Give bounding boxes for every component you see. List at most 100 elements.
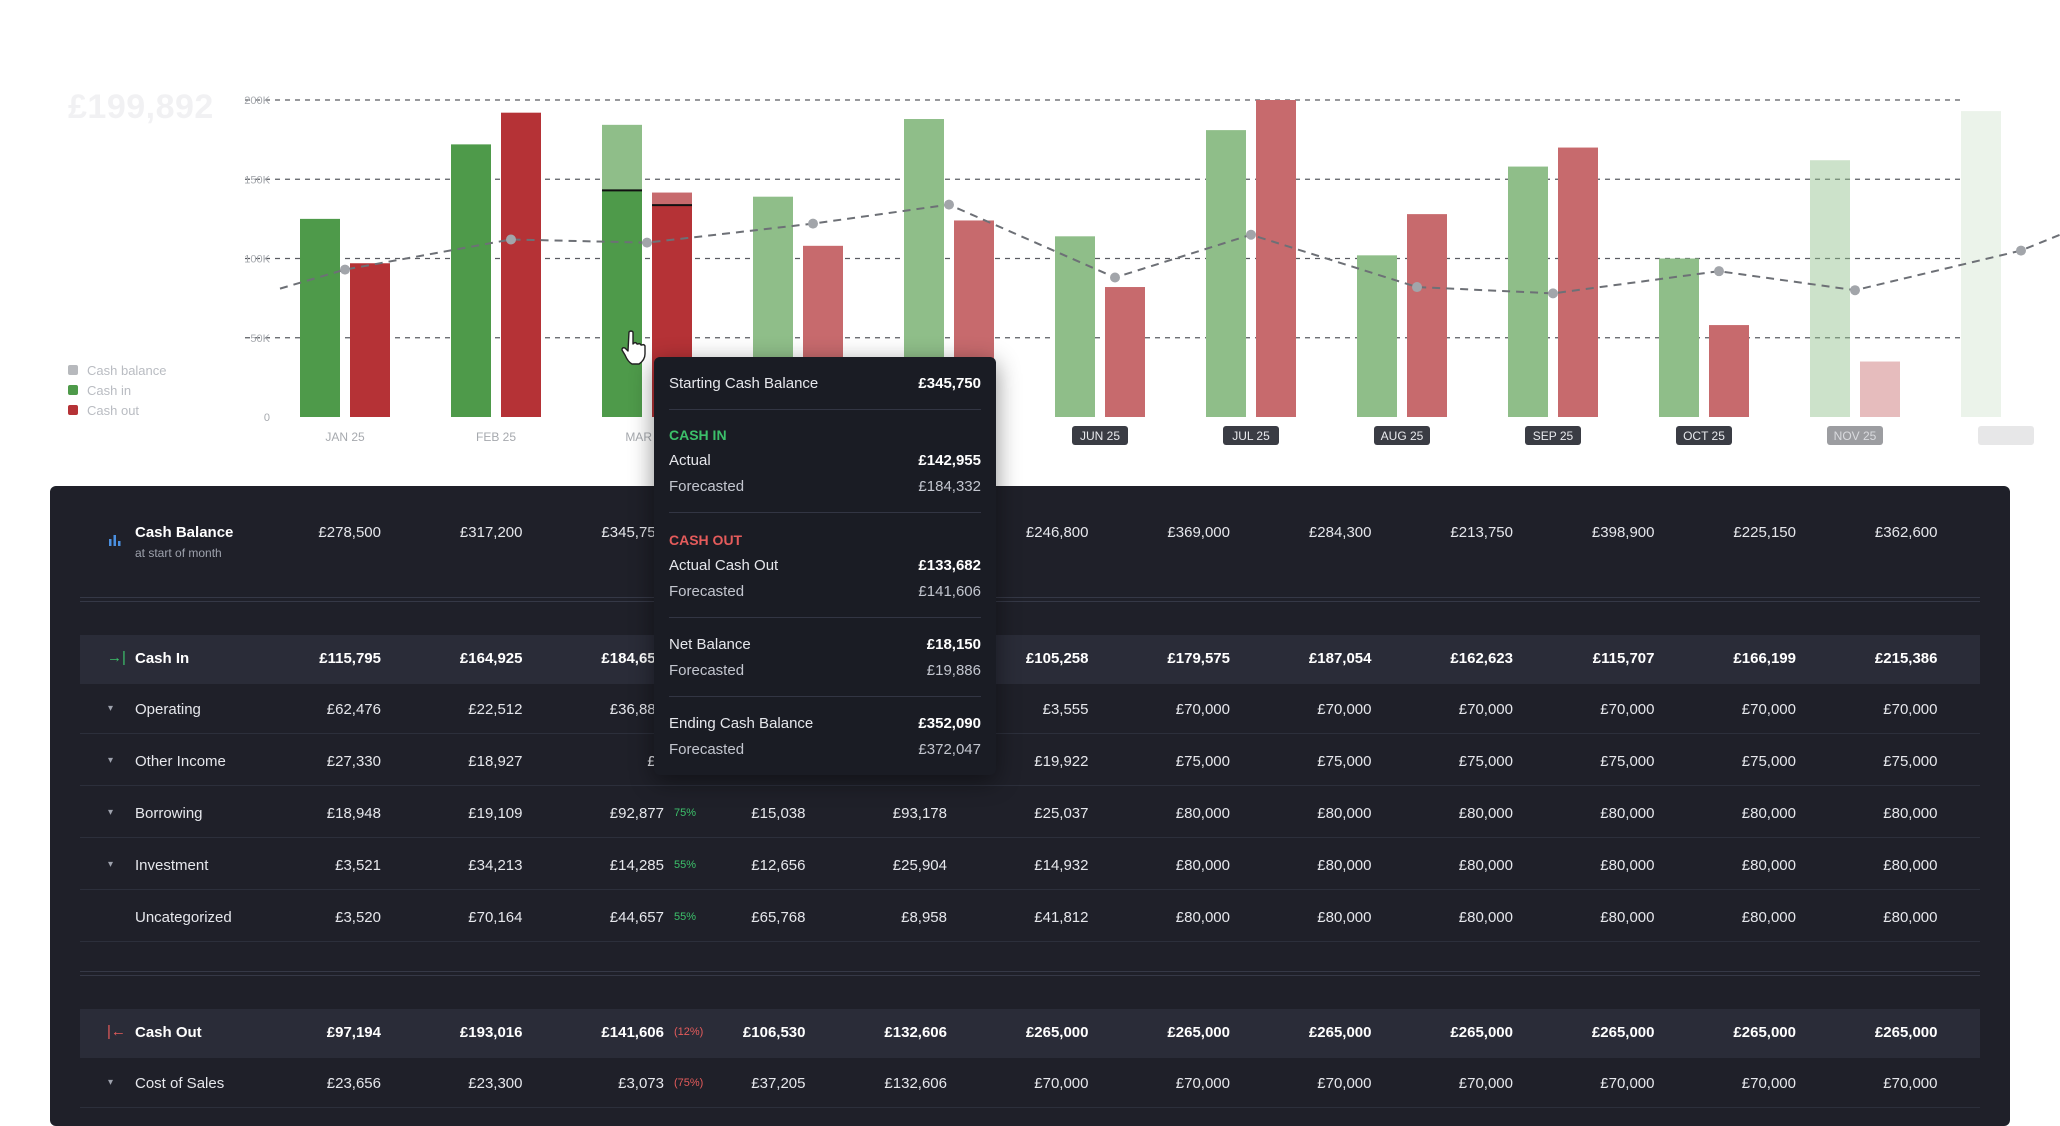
chart-legend: Cash balance Cash in Cash out	[68, 360, 167, 420]
x-tick-pill	[1978, 426, 2034, 445]
chevron-down-icon[interactable]: ▾	[108, 859, 114, 870]
cash-in-total: £105,258	[1025, 650, 1089, 667]
row-value: £19,109	[468, 805, 523, 822]
tooltip-cash-out-heading: CASH OUT	[669, 532, 743, 548]
point-cash-balance	[1110, 272, 1120, 283]
row-label: Uncategorized	[135, 909, 232, 926]
chevron-down-icon[interactable]: ▾	[108, 703, 114, 714]
row-value: £3,520	[335, 909, 381, 926]
bar-cash-out	[1860, 361, 1900, 417]
y-tick-label: 150K	[244, 174, 270, 186]
cash-balance-value: £317,200	[459, 524, 523, 541]
bar-cash-in	[451, 144, 491, 417]
cash-in-header-row[interactable]	[80, 635, 1980, 684]
tooltip-label: Actual Cash Out	[669, 557, 779, 574]
cash-balance-value: £278,500	[318, 524, 381, 541]
x-tick-pill	[1374, 426, 1430, 445]
legend-item-cash-balance[interactable]: Cash balance	[68, 360, 167, 380]
row-value: £0	[544, 753, 664, 770]
x-tick-label: JUN 25	[1080, 429, 1120, 443]
x-tick-label: FEB 25	[476, 430, 516, 444]
row-value: £75,000	[1600, 753, 1655, 770]
row-value: £75,000	[1741, 753, 1796, 770]
cash-out-header-row[interactable]	[80, 1009, 1980, 1058]
bar-cash-in	[1961, 111, 2001, 417]
bar-cash-out	[1558, 147, 1598, 418]
row-value: £70,000	[1317, 1075, 1372, 1092]
row-value: £80,000	[1600, 857, 1655, 874]
bar-cash-out	[1105, 287, 1145, 417]
row-value: £80,000	[1175, 909, 1230, 926]
row-value: £18,927	[468, 753, 523, 770]
tooltip-divider	[669, 617, 981, 618]
cash-flow-table: Cash Balance at start of month →| Cash I…	[50, 486, 2010, 1126]
point-cash-balance	[808, 218, 818, 229]
legend-item-cash-in[interactable]: Cash in	[68, 380, 167, 400]
cash-balance-sublabel: at start of month	[135, 546, 222, 560]
row-value: £80,000	[1741, 857, 1796, 874]
row-value: £70,000	[1458, 701, 1513, 718]
row-value: £75,000	[1175, 753, 1230, 770]
row-label: Investment	[135, 857, 209, 874]
cash-in-total: £166,199	[1733, 650, 1796, 667]
bar-cash-out	[350, 263, 390, 417]
month-tooltip: Starting Cash Balance £345,750 CASH IN A…	[654, 357, 996, 775]
bar-cash-in	[1055, 236, 1095, 417]
bar-cash-out	[1407, 214, 1447, 417]
cash-in-total: £184,654	[601, 650, 664, 667]
row-value: £8,958	[901, 909, 947, 926]
tooltip-divider	[669, 409, 981, 410]
row-divider	[80, 837, 1980, 838]
x-tick-label: AUG 25	[1381, 429, 1424, 443]
row-value: £70,000	[1741, 701, 1796, 718]
row-label: Operating	[135, 701, 201, 718]
cash-in-total: £164,925	[459, 650, 523, 667]
row-value: £14,932	[1034, 857, 1089, 874]
x-tick-pill	[1827, 426, 1883, 445]
chevron-down-icon[interactable]: ▾	[108, 1077, 114, 1088]
x-tick-label: JUL 25	[1232, 429, 1270, 443]
legend-label: Cash out	[87, 402, 140, 418]
line-cash-balance	[279, 203, 2060, 295]
row-value: £23,656	[326, 1075, 381, 1092]
x-tick-pill	[1525, 426, 1581, 445]
bar-cash-in	[1810, 160, 1850, 418]
hand-cursor-icon	[621, 330, 646, 365]
row-value: £80,000	[1741, 805, 1796, 822]
cash-out-total: £106,530	[742, 1024, 806, 1041]
tooltip-value: £133,682	[918, 557, 981, 574]
variance-badge: (75%)	[674, 1077, 704, 1089]
tooltip-label: Actual	[669, 452, 711, 469]
cash-out-label: Cash Out	[135, 1024, 202, 1041]
cash-in-total: £115,707	[1592, 650, 1655, 667]
row-value: £80,000	[1883, 805, 1938, 822]
y-tick-label: 100K	[244, 254, 270, 266]
tooltip-cash-in-forecast: Forecasted £184,332	[669, 478, 981, 495]
legend-swatch-cash-in	[68, 385, 78, 395]
cash-balance-label: Cash Balance	[135, 524, 234, 541]
x-tick-pill	[1223, 426, 1279, 445]
row-value: £80,000	[1317, 909, 1372, 926]
cash-out-arrow-icon: |←	[107, 1023, 126, 1040]
row-value: £80,000	[1317, 857, 1372, 874]
row-value: £80,000	[1317, 805, 1372, 822]
row-value: £70,000	[1600, 701, 1655, 718]
legend-item-cash-out[interactable]: Cash out	[68, 400, 167, 420]
chevron-down-icon[interactable]: ▾	[108, 755, 114, 766]
row-divider	[80, 1107, 1980, 1108]
cash-in-total: £215,386	[1874, 650, 1938, 667]
row-label: Cost of Sales	[135, 1075, 225, 1092]
tooltip-divider	[669, 512, 981, 513]
row-value: £70,000	[1317, 701, 1372, 718]
tooltip-value: £184,332	[918, 478, 981, 495]
row-value: £80,000	[1458, 909, 1513, 926]
cash-balance-value: £345,750	[601, 524, 664, 541]
chevron-down-icon[interactable]: ▾	[108, 807, 114, 818]
row-value: £93,178	[892, 805, 947, 822]
point-cash-balance	[2016, 245, 2026, 256]
cash-balance-value: £284,300	[1308, 524, 1372, 541]
tooltip-label: Forecasted	[669, 662, 745, 679]
row-value: £80,000	[1458, 857, 1513, 874]
bar-cash-out	[1709, 325, 1749, 417]
